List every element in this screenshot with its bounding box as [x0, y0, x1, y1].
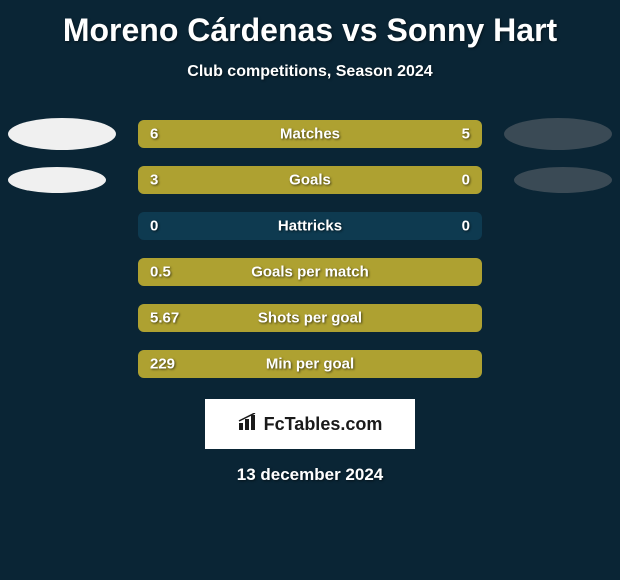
stat-label: Shots per goal [138, 310, 482, 327]
player1-ellipse [8, 118, 116, 150]
stat-row: 229Min per goal [0, 341, 620, 387]
chart-icon [238, 413, 260, 436]
stat-label: Min per goal [138, 356, 482, 373]
stat-bar: 5.67Shots per goal [138, 304, 482, 332]
stat-row: 65Matches [0, 111, 620, 157]
stat-row: 0.5Goals per match [0, 249, 620, 295]
stat-bar: 00Hattricks [138, 212, 482, 240]
stat-bar: 30Goals [138, 166, 482, 194]
stat-label: Goals per match [138, 264, 482, 281]
comparison-title: Moreno Cárdenas vs Sonny Hart [0, 0, 620, 49]
stat-row: 30Goals [0, 157, 620, 203]
player2-ellipse [514, 167, 612, 193]
stat-row: 00Hattricks [0, 203, 620, 249]
stat-bar: 0.5Goals per match [138, 258, 482, 286]
stat-label: Hattricks [138, 218, 482, 235]
logo: FcTables.com [238, 413, 383, 436]
stat-label: Goals [138, 172, 482, 189]
logo-text: FcTables.com [264, 414, 383, 435]
player2-ellipse [504, 118, 612, 150]
stat-rows: 65Matches 30Goals 00Hattricks 0.5Goals per … [0, 111, 620, 387]
comparison-subtitle: Club competitions, Season 2024 [0, 63, 620, 81]
logo-box: FcTables.com [205, 399, 415, 449]
date-label: 13 december 2024 [0, 465, 620, 485]
stat-bar: 229Min per goal [138, 350, 482, 378]
stat-label: Matches [138, 126, 482, 143]
stat-bar: 65Matches [138, 120, 482, 148]
player1-ellipse [8, 167, 106, 193]
stat-row: 5.67Shots per goal [0, 295, 620, 341]
